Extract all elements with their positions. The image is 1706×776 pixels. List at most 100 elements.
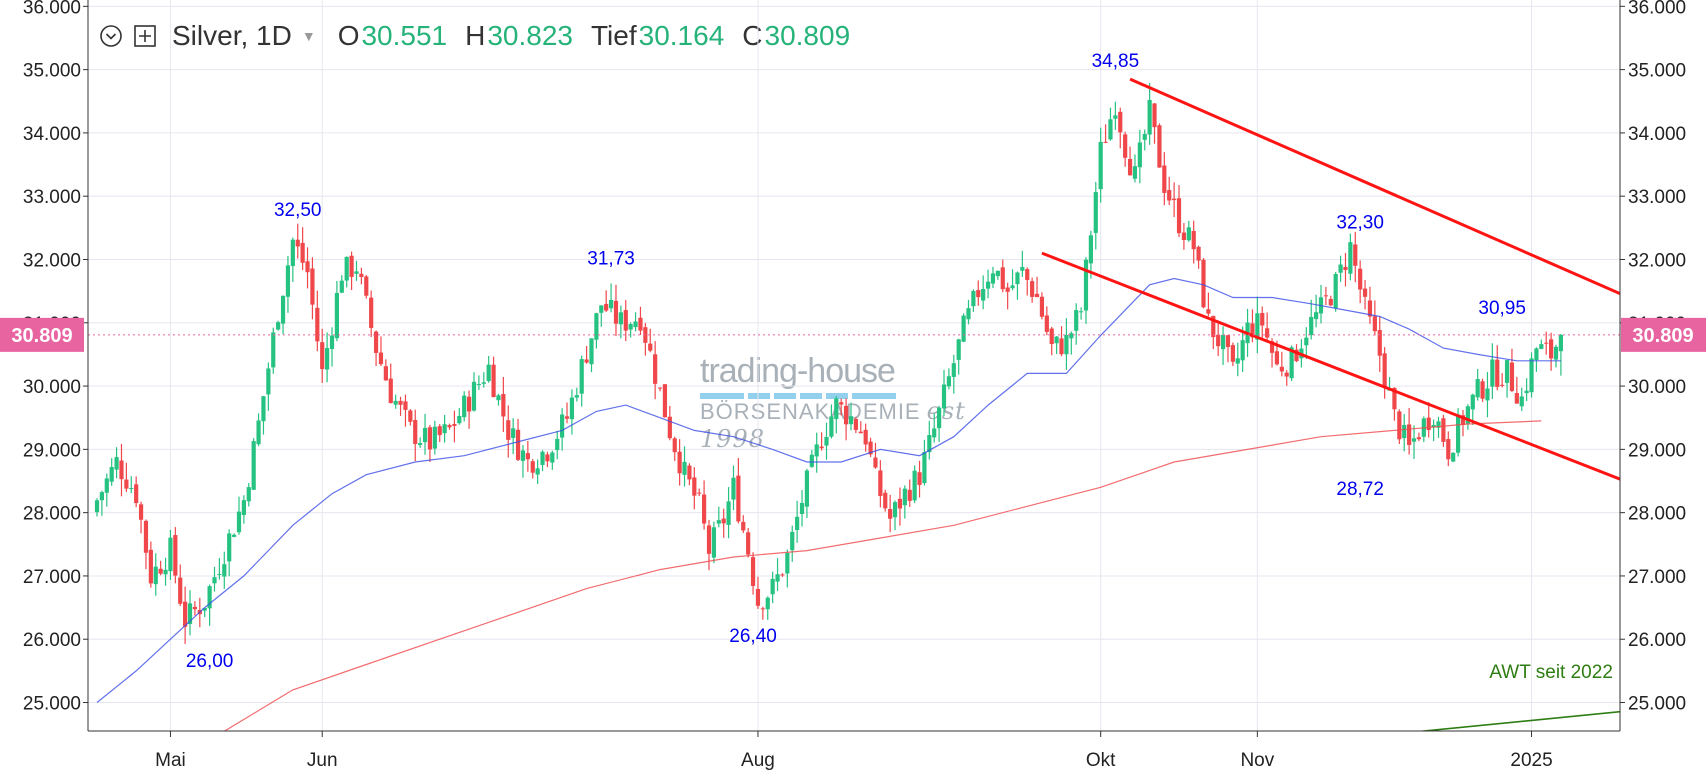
candle-body <box>1015 272 1020 285</box>
candle-body <box>227 533 232 562</box>
candle <box>1098 127 1103 203</box>
candle-body <box>1049 328 1054 345</box>
candle-body <box>1113 115 1118 119</box>
candle-body <box>1323 295 1328 297</box>
candle-body <box>168 537 173 572</box>
collapse-legend-button[interactable] <box>98 23 124 49</box>
candle-body <box>981 288 986 301</box>
candle <box>863 423 868 452</box>
candle <box>1118 107 1123 149</box>
candle <box>501 376 506 432</box>
candle <box>1083 257 1089 324</box>
candle-body <box>917 472 922 485</box>
candle-body <box>824 436 829 446</box>
candle-body <box>1054 336 1059 344</box>
candle-body <box>976 290 981 298</box>
candle <box>1495 345 1500 391</box>
candle <box>364 274 369 299</box>
candle <box>633 312 638 332</box>
candle <box>1441 414 1446 447</box>
candle <box>231 533 237 538</box>
candle <box>545 451 550 468</box>
candle <box>427 424 433 462</box>
candle <box>280 295 286 335</box>
candle <box>1132 154 1138 183</box>
price-tag-text: 30.809 <box>11 325 72 347</box>
candle-body <box>99 492 104 501</box>
candle <box>476 375 481 390</box>
symbol-title[interactable]: Silver, 1D <box>172 20 292 51</box>
candle <box>834 396 839 434</box>
candle-body <box>1059 338 1064 355</box>
plot-area: 26,00 32,50 26,40 31,73 34,85 32,30 28,72 30,95… <box>88 51 1620 731</box>
candle-body <box>1519 396 1524 407</box>
candle-body <box>158 568 163 574</box>
candle-body <box>760 608 765 610</box>
candle-body <box>1074 310 1079 331</box>
candle-body <box>1005 287 1010 292</box>
candle-body <box>863 429 868 445</box>
candle <box>1044 306 1049 336</box>
candle-body <box>888 508 893 519</box>
candle-body <box>1176 198 1182 234</box>
candle-body <box>897 498 903 509</box>
candle <box>1500 373 1505 388</box>
candle-body <box>457 415 462 424</box>
candle-body <box>628 324 633 330</box>
candle <box>785 549 790 588</box>
candle-body <box>114 457 119 470</box>
candle <box>809 450 814 468</box>
candle-body <box>1044 315 1049 332</box>
candle-body <box>932 428 937 438</box>
candle <box>721 508 726 538</box>
y-tick-label: 30.000 <box>23 377 81 398</box>
symbol-dropdown-icon[interactable]: ▼ <box>301 28 316 44</box>
candle <box>236 496 242 535</box>
candle <box>1475 368 1480 401</box>
y-tick-label: 33.000 <box>1628 187 1686 208</box>
candle <box>883 489 888 512</box>
candle <box>1451 452 1456 463</box>
candle-body <box>623 310 628 331</box>
candle <box>1524 378 1529 402</box>
candle-body <box>383 366 388 381</box>
candle-body <box>501 394 506 417</box>
candle-body <box>736 475 741 522</box>
candle-body <box>1460 415 1466 425</box>
candle-body <box>961 315 966 342</box>
candle <box>981 275 986 310</box>
candle <box>824 422 829 460</box>
open-value: 30.551 <box>361 20 448 51</box>
candle-body <box>799 502 805 514</box>
candle-body <box>1206 309 1211 314</box>
candle-body <box>1030 281 1035 297</box>
candle <box>927 420 932 460</box>
candle-body <box>741 521 746 531</box>
candle <box>564 402 570 424</box>
candle <box>418 437 423 448</box>
candle-body <box>138 504 144 520</box>
candle <box>697 488 702 497</box>
candle-body <box>1451 452 1456 462</box>
candle-body <box>300 242 305 263</box>
candle <box>109 458 114 486</box>
candle <box>1402 414 1407 452</box>
candle <box>173 527 178 584</box>
candle-body <box>1201 259 1206 308</box>
candle <box>1103 124 1108 143</box>
candle <box>799 490 805 527</box>
candle-body <box>1407 424 1412 445</box>
candle-body <box>1157 125 1162 168</box>
candle-body <box>765 597 770 610</box>
candle-body <box>1549 339 1554 359</box>
candle <box>227 529 232 577</box>
candle-body <box>1269 341 1275 353</box>
add-symbol-button[interactable] <box>132 23 158 49</box>
candle <box>594 312 599 349</box>
chevron-circle-icon <box>100 25 122 47</box>
candle <box>1127 146 1133 176</box>
candle-body <box>790 531 795 551</box>
candle-body <box>486 364 491 382</box>
candle-body <box>1186 227 1191 241</box>
